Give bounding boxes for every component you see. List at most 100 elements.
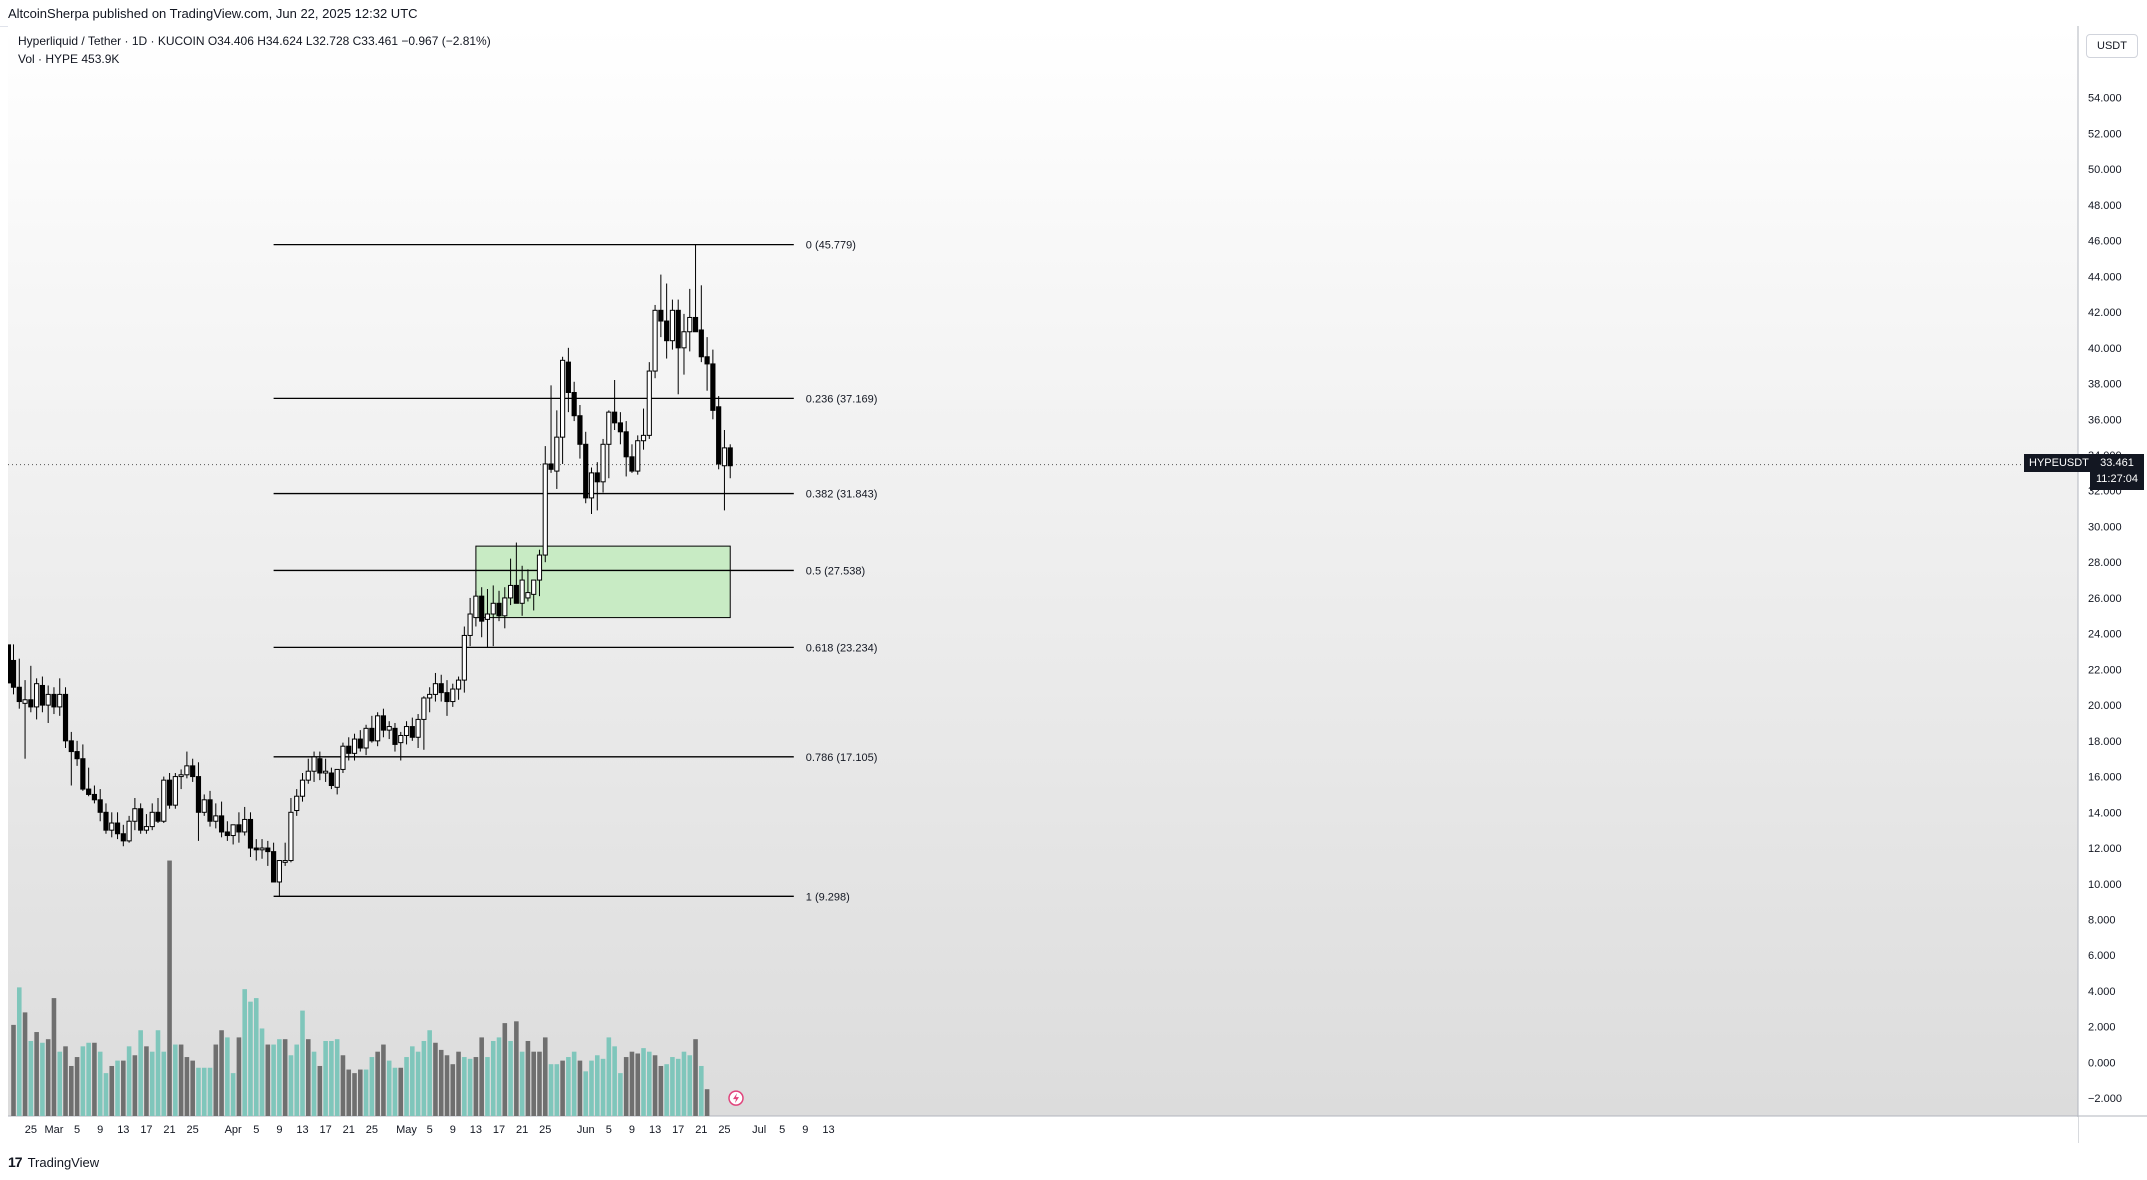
x-tick-label: 25 [366, 1124, 378, 1136]
volume-bar [479, 1037, 484, 1116]
candle-body [588, 472, 595, 499]
symbol-legend[interactable]: Hyperliquid / Tether · 1D · KUCOIN O34.4… [18, 34, 491, 48]
candle-body [184, 765, 190, 776]
volume-bar [201, 1067, 207, 1116]
volume-bar [317, 1065, 323, 1116]
tradingview-brand[interactable]: 17 TradingView [8, 1154, 99, 1170]
price-chart[interactable]: 54.00052.00050.00048.00046.00044.00042.0… [8, 26, 2147, 1143]
volume-bar [352, 1073, 357, 1116]
fib-level-label: 0.382 (31.843) [806, 489, 878, 501]
y-tick-label: 2.000 [2088, 1022, 2116, 1034]
candle-body [288, 811, 294, 862]
volume-bar [566, 1057, 571, 1116]
candle-body [536, 554, 543, 581]
candle-body [479, 595, 485, 622]
candle-body [242, 818, 248, 833]
volume-bar [16, 987, 22, 1116]
y-tick-label: 18.000 [2088, 736, 2122, 748]
lightning-glyph [733, 1093, 739, 1104]
x-tick-label: 21 [163, 1124, 175, 1136]
price-axis-panel[interactable] [2078, 26, 2147, 1143]
candle-body [311, 756, 317, 772]
volume-bar [381, 1044, 386, 1116]
candle-body [444, 692, 450, 703]
candle-body [236, 824, 242, 833]
candle-body [554, 436, 560, 472]
volume-bar [248, 1001, 253, 1116]
volume-bar [161, 1051, 167, 1116]
volume-bar [444, 1055, 450, 1116]
candle-body [62, 693, 69, 742]
currency-button[interactable]: USDT [2086, 34, 2138, 58]
volume-bar [386, 1060, 392, 1116]
fib-level-label: 0.5 (27.538) [806, 565, 865, 577]
candle-body [201, 799, 207, 813]
y-tick-label: 30.000 [2088, 521, 2122, 533]
candle-body [97, 799, 103, 813]
candle-body [22, 699, 28, 704]
candle-body [80, 758, 86, 790]
candle-body [299, 779, 306, 797]
y-tick-label: 40.000 [2088, 343, 2122, 355]
support-zone[interactable] [475, 545, 731, 619]
volume-bar [438, 1049, 444, 1116]
candle-body [375, 715, 381, 742]
volume-bar [334, 1039, 340, 1116]
candle-body [519, 579, 525, 604]
volume-bar [664, 1064, 669, 1116]
header-bar: AltcoinSherpa published on TradingView.c… [0, 0, 2147, 27]
candle-body [271, 851, 277, 883]
x-tick-label: Apr [225, 1124, 242, 1136]
candle-body [190, 765, 196, 778]
volume-bar [121, 1060, 126, 1116]
volume-bar [190, 1060, 195, 1116]
volume-bar [45, 1039, 51, 1116]
volume-bar [294, 1044, 300, 1116]
candle-body [502, 597, 508, 617]
volume-bar [242, 989, 247, 1116]
candle-body [294, 795, 300, 812]
last-price-label: 33.461 11:27:04 [2090, 454, 2144, 490]
candle-body [351, 738, 358, 754]
volume-legend[interactable]: Vol · HYPE 453.9K [18, 52, 120, 66]
candle-body [640, 434, 647, 442]
candle-body [646, 370, 652, 436]
volume-bar [415, 1051, 421, 1116]
candle-body [484, 613, 491, 620]
candle-body [565, 361, 571, 393]
candle-body [51, 693, 57, 708]
y-tick-label: 6.000 [2088, 950, 2116, 962]
bar-countdown: 11:27:04 [2095, 473, 2138, 485]
volume-bar [80, 1046, 86, 1116]
volume-bar [398, 1067, 404, 1116]
volume-bar [410, 1046, 415, 1116]
candle-body [455, 679, 462, 690]
chart-area[interactable]: 54.000 52.000 50.000 48.000 46.000 44.000 42.0… [8, 26, 2147, 1143]
x-tick-label: 13 [649, 1124, 661, 1136]
volume-bar [571, 1051, 577, 1116]
volume-bar [97, 1051, 103, 1116]
last-price-value: 33.461 [2100, 457, 2134, 469]
x-tick-label: Jul [752, 1124, 766, 1136]
volume-bar [583, 1071, 589, 1116]
x-tick-label: 9 [802, 1124, 808, 1136]
volume-bar [253, 998, 259, 1116]
candle-body [161, 779, 167, 822]
candle-body [120, 833, 126, 842]
x-tick-label: 5 [427, 1124, 433, 1136]
candle-body [629, 456, 635, 472]
x-tick-label: 17 [319, 1124, 331, 1136]
volume-bar [600, 1058, 606, 1116]
y-tick-label: 28.000 [2088, 557, 2122, 569]
y-tick-label: 16.000 [2088, 772, 2122, 784]
candle-body [560, 359, 566, 438]
time-axis-panel[interactable] [8, 1117, 2078, 1143]
candle-body [692, 316, 699, 333]
y-tick-label: 14.000 [2088, 807, 2122, 819]
volume-bar [109, 1065, 115, 1116]
y-tick-label: 50.000 [2088, 164, 2122, 176]
y-tick-label: 24.000 [2088, 629, 2122, 641]
candle-body [675, 309, 681, 349]
volume-bar [392, 1067, 398, 1116]
candle-body [594, 472, 600, 483]
